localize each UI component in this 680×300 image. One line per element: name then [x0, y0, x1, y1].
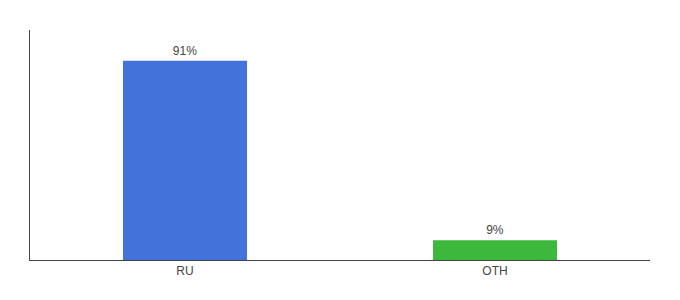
svg-text:91%: 91% — [173, 44, 197, 58]
svg-text:RU: RU — [176, 264, 193, 278]
svg-text:OTH: OTH — [482, 264, 507, 278]
svg-text:9%: 9% — [486, 223, 504, 237]
